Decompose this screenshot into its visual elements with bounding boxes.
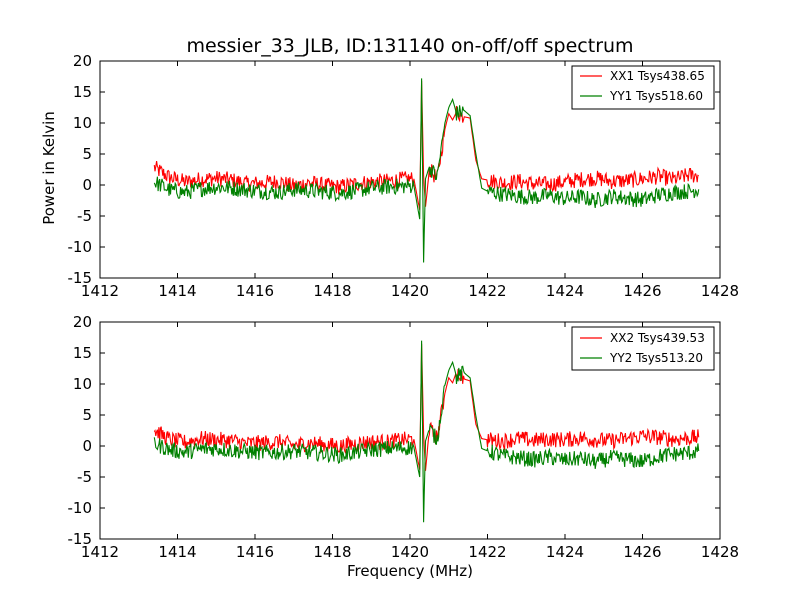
x-tick-label: 1412	[81, 282, 119, 300]
x-tick-label: 1428	[701, 282, 739, 300]
y-tick-label: 15	[73, 344, 92, 362]
x-tick-label: 1412	[81, 543, 119, 561]
top-plot-area: 1412 1414 1416 1418 1420 1422 1424 1426 1428 -15 -…	[68, 52, 740, 300]
y-tick-label: -5	[77, 207, 92, 225]
x-tick-label: 1428	[701, 543, 739, 561]
legend-box	[571, 65, 715, 110]
y-tick-label: -5	[77, 468, 92, 486]
x-tick-label: 1418	[313, 543, 351, 561]
legend-label-xx1: XX1 Tsys438.65	[610, 69, 705, 83]
top-legend: XX1 Tsys438.65 YY1 Tsys518.60	[571, 65, 715, 110]
y-tick-label: 20	[73, 52, 92, 70]
legend-label-yy2: YY2 Tsys513.20	[609, 351, 703, 365]
y-axis-title: Power in Kelvin	[40, 111, 58, 225]
y-tick-label: -15	[68, 530, 93, 548]
x-tick-label: 1414	[158, 543, 196, 561]
y-tick-label: 15	[73, 83, 92, 101]
y-tick-label: 5	[82, 145, 92, 163]
x-tick-label: 1426	[623, 543, 661, 561]
x-tick-label: 1422	[468, 543, 506, 561]
series-line-yy1	[153, 78, 700, 263]
bottom-panel: Frequency (MHz) 1412 1414 1416 1418 1420 1422…	[68, 313, 740, 580]
legend-label-yy1: YY1 Tsys518.60	[609, 89, 703, 103]
y-tick-label: 10	[73, 114, 92, 132]
x-tick-label: 1422	[468, 282, 506, 300]
bottom-legend: XX2 Tsys439.53 YY2 Tsys513.20	[571, 326, 715, 371]
y-tick-label: 10	[73, 375, 92, 393]
x-tick-label: 1418	[313, 282, 351, 300]
x-tick-label: 1416	[236, 282, 274, 300]
x-tick-label: 1414	[158, 282, 196, 300]
y-tick-label: -10	[68, 499, 93, 517]
y-tick-label: 5	[82, 406, 92, 424]
bottom-plot-area: 1412 1414 1416 1418 1420 1422 1424 1426 1428 -15 -…	[68, 313, 740, 561]
x-tick-label: 1426	[623, 282, 661, 300]
x-axis-title: Frequency (MHz)	[347, 562, 473, 580]
series-line-xx2	[153, 343, 700, 471]
chart-title: messier_33_JLB, ID:131140 on-off/off spe…	[186, 35, 633, 57]
x-tick-label: 1420	[391, 282, 429, 300]
y-tick-label: 20	[73, 313, 92, 331]
legend-box	[571, 326, 715, 371]
y-tick-label: -15	[68, 269, 93, 287]
series-line-yy2	[153, 340, 700, 523]
x-tick-label: 1424	[546, 282, 584, 300]
x-tick-label: 1416	[236, 543, 274, 561]
top-panel: messier_33_JLB, ID:131140 on-off/off spe…	[40, 35, 739, 300]
x-tick-label: 1420	[391, 543, 429, 561]
series-line-xx1	[153, 80, 699, 210]
y-tick-label: 0	[82, 176, 92, 194]
y-tick-label: 0	[82, 437, 92, 455]
x-tick-label: 1424	[546, 543, 584, 561]
legend-label-xx2: XX2 Tsys439.53	[610, 331, 705, 345]
y-tick-label: -10	[68, 238, 93, 256]
